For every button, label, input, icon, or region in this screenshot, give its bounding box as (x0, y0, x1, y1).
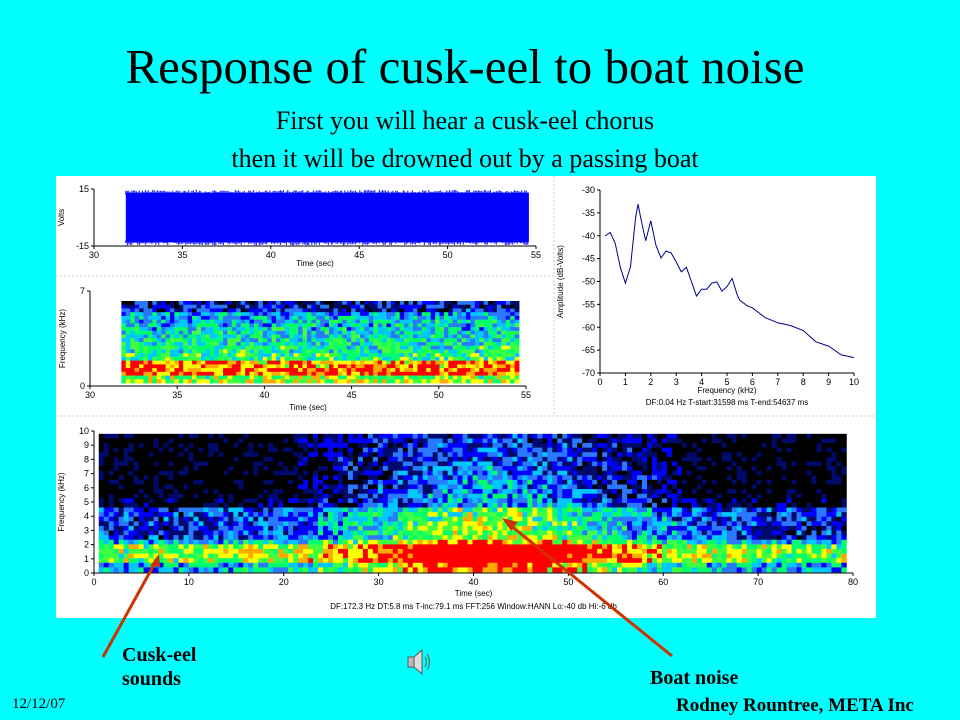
y-tick-label: 9 (84, 440, 89, 450)
x-tick-label: 3 (674, 377, 679, 387)
cusk-eel-label-line2: sounds (122, 668, 181, 690)
x-axis-label: Time (sec) (296, 259, 334, 268)
y-tick-label: -15 (76, 241, 89, 251)
speaker-icon[interactable] (406, 646, 432, 678)
y-axis-label: Amplitude (dB-Volts) (556, 245, 565, 318)
boat-noise-arrow (509, 523, 673, 658)
x-tick-label: 2 (648, 377, 653, 387)
spectrum-annotation: DF:0.04 Hz T-start:31598 ms T-end:54637 … (646, 398, 808, 407)
y-tick-label: -65 (582, 345, 595, 355)
x-tick-label: 5 (724, 377, 729, 387)
slide-title: Response of cusk-eel to boat noise (125, 39, 805, 94)
y-tick-label: -55 (582, 299, 595, 309)
x-tick-label: 45 (354, 250, 364, 260)
subtitle-line-1: First you will hear a cusk-eel chorus (275, 106, 655, 135)
cusk-eel-label-line1: Cusk-eel (122, 644, 197, 666)
y-axis-label: Frequency (kHz) (58, 309, 67, 368)
spectrogram-small-chart: 30 35 40 45 50 55 0 7 Time (sec) Frequency (kHz) (58, 286, 531, 412)
x-tick-label: 50 (434, 390, 444, 400)
x-tick-label: 8 (801, 377, 806, 387)
x-tick-label: 10 (849, 377, 859, 387)
y-axis-label: Volts (57, 209, 66, 226)
cusk-eel-label: Cusk-eel sounds (122, 643, 196, 691)
waveform-spikes (125, 189, 529, 246)
x-tick-label: 6 (750, 377, 755, 387)
y-tick-label: 3 (84, 525, 89, 535)
y-tick-label: 6 (84, 483, 89, 493)
x-tick-label: 30 (85, 390, 95, 400)
x-tick-label: 70 (753, 577, 763, 587)
y-tick-label: 0 (84, 568, 89, 578)
x-tick-label: 7 (775, 377, 780, 387)
waveform-chart: 30 35 40 45 50 55 15 -15 Time (sec) Volts (57, 184, 541, 268)
y-tick-label: 7 (84, 469, 89, 479)
y-tick-label: -40 (582, 231, 595, 241)
spectrum-line (604, 204, 855, 359)
x-tick-label: 55 (531, 250, 541, 260)
x-tick-label: 55 (521, 390, 531, 400)
y-tick-label: 2 (84, 540, 89, 550)
spectrogram-large-cells (98, 433, 847, 573)
x-tick-label: 40 (266, 250, 276, 260)
x-tick-label: 30 (89, 250, 99, 260)
x-axis-label: Frequency (kHz) (697, 386, 756, 395)
slide-credit: Rodney Rountree, META Inc (676, 695, 914, 716)
x-tick-label: 1 (623, 377, 628, 387)
x-tick-label: 50 (563, 577, 573, 587)
y-tick-label: 10 (79, 426, 89, 436)
x-tick-label: 40 (468, 577, 478, 587)
x-tick-label: 40 (259, 390, 269, 400)
y-tick-label: 4 (84, 511, 89, 521)
x-tick-label: 30 (374, 577, 384, 587)
y-tick-label: -35 (582, 208, 595, 218)
x-tick-label: 60 (658, 577, 668, 587)
x-tick-label: 0 (91, 577, 96, 587)
y-tick-label: 15 (79, 184, 89, 194)
x-tick-label: 45 (347, 390, 357, 400)
y-axis-label: Frequency (kHz) (57, 472, 66, 531)
chart-panel: 30 35 40 45 50 55 15 -15 Time (sec) Volts 30 35 40 4… (56, 176, 876, 618)
x-tick-label: 35 (172, 390, 182, 400)
cusk-eel-arrowhead (150, 554, 160, 567)
y-tick-label: -50 (582, 277, 595, 287)
y-tick-label: -45 (582, 254, 595, 264)
spectrogram-small-cells (121, 301, 520, 384)
y-tick-label: 1 (84, 554, 89, 564)
y-tick-label: 7 (80, 286, 85, 296)
x-tick-label: 10 (184, 577, 194, 587)
y-tick-label: -30 (582, 185, 595, 195)
slide-date: 12/12/07 (12, 696, 66, 712)
spectrogram-large-chart: 0 10 20 30 40 50 60 70 80 0 1 2 3 4 5 6 7 8 9 10 Time (sec) F… (57, 426, 858, 611)
y-tick-label: 5 (84, 497, 89, 507)
waveform-band (125, 192, 529, 243)
spectrogram-annotation: DF:172.3 Hz DT:5.8 ms T-inc:79.1 ms FFT:… (330, 602, 617, 611)
cusk-eel-arrow (101, 560, 158, 658)
y-tick-label: -70 (582, 368, 595, 378)
x-tick-label: 9 (826, 377, 831, 387)
x-tick-label: 35 (177, 250, 187, 260)
x-axis-label: Time (sec) (455, 589, 493, 598)
y-tick-label: 0 (80, 381, 85, 391)
x-tick-label: 0 (597, 377, 602, 387)
x-axis-label: Time (sec) (289, 403, 327, 412)
x-tick-label: 20 (279, 577, 289, 587)
x-tick-label: 80 (848, 577, 858, 587)
y-tick-label: 8 (84, 454, 89, 464)
x-tick-label: 4 (699, 377, 704, 387)
boat-noise-label: Boat noise (650, 667, 739, 689)
boat-noise-arrowhead (502, 518, 518, 531)
subtitle-line-2: then it will be drowned out by a passing… (231, 144, 699, 173)
y-tick-label: -60 (582, 322, 595, 332)
x-tick-label: 50 (443, 250, 453, 260)
power-spectrum-chart: 0 1 2 3 4 5 6 7 8 9 10 -30 -35 -40 -45 -50 -55 -60 -65 -70 F… (556, 185, 859, 407)
